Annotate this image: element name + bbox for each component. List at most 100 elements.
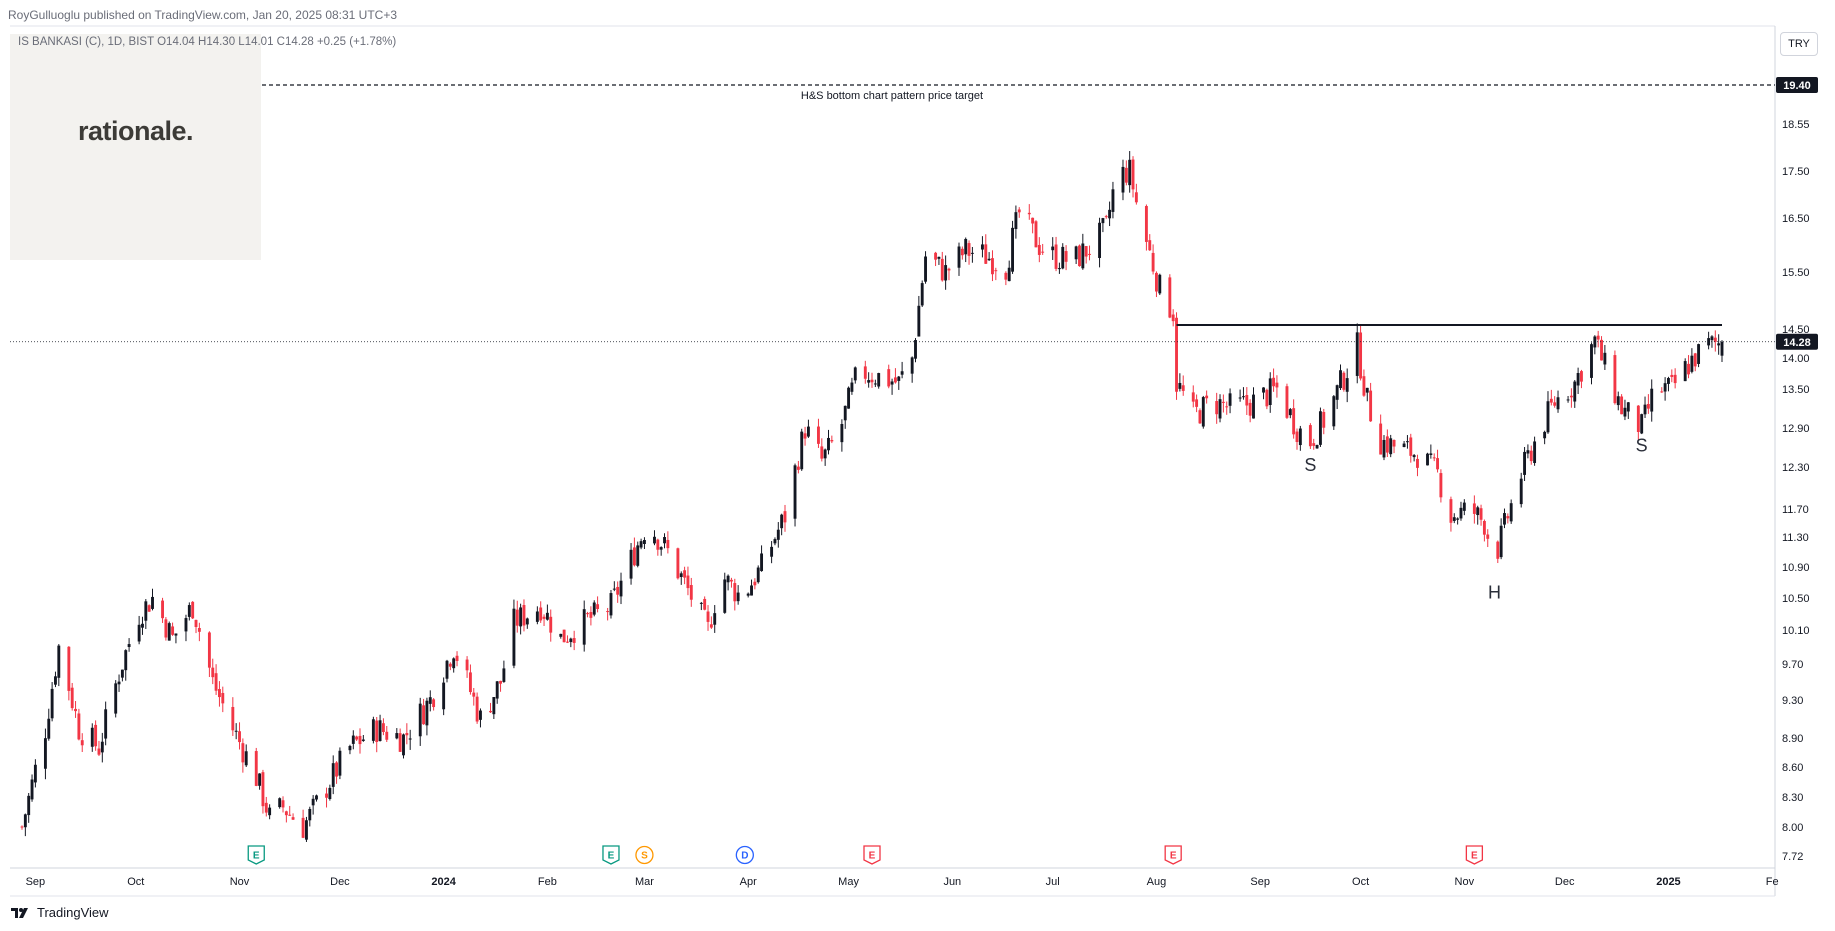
candle-body	[1245, 395, 1249, 406]
candle-body	[706, 611, 710, 622]
candle-body	[1004, 272, 1008, 280]
candle-body	[1064, 251, 1068, 262]
candle-body	[479, 710, 482, 720]
price-tick-label: 10.50	[1782, 593, 1810, 605]
candle-body	[1201, 397, 1205, 427]
time-tick-label: Jul	[1046, 876, 1060, 888]
candle-body	[495, 681, 499, 699]
candle-body	[1037, 244, 1041, 255]
candle-body	[870, 379, 874, 383]
candle-body	[1215, 401, 1219, 415]
candle-body	[301, 817, 305, 838]
candle-body	[830, 439, 834, 442]
candle-body	[867, 380, 871, 383]
candle-body	[1312, 443, 1316, 446]
candle-body	[50, 688, 54, 719]
candle-body	[187, 605, 191, 617]
candle-body	[1636, 405, 1640, 432]
candle-body	[167, 623, 171, 641]
price-axis[interactable]: 18.55 17.50 16.50 15.50 14.50 14.00 13.50 12.90…	[1782, 119, 1810, 863]
event-marker-e[interactable]: E	[863, 845, 881, 865]
candle-body	[746, 593, 750, 596]
candle-body	[1379, 423, 1383, 455]
candle-body	[291, 817, 295, 820]
candle-body	[1523, 451, 1527, 475]
candle-body	[1248, 402, 1252, 416]
target-annotation: H&S bottom chart pattern price target	[801, 90, 983, 102]
event-shape	[1465, 845, 1484, 865]
candle-body	[455, 655, 459, 661]
candle-body	[1409, 437, 1413, 456]
tradingview-brand: TradingView	[37, 905, 109, 920]
event-marker-e[interactable]: E	[602, 845, 620, 865]
candle-body	[338, 750, 342, 776]
candle-body	[1449, 499, 1453, 523]
candle-body	[70, 687, 74, 709]
candle-body	[371, 719, 375, 741]
tradingview-footer[interactable]: TradingView	[10, 905, 109, 920]
candle-body	[1687, 363, 1690, 375]
candle-body	[1620, 396, 1624, 415]
event-marker-e[interactable]: E	[1164, 845, 1182, 865]
candle-body	[1573, 381, 1577, 402]
candle-body	[351, 735, 355, 744]
candle-body	[967, 243, 971, 256]
event-marker-e[interactable]: E	[247, 845, 265, 865]
event-marker-e[interactable]: E	[1465, 845, 1484, 865]
candle-body	[1623, 407, 1627, 417]
candle-body	[1479, 508, 1483, 520]
candle-body	[957, 246, 961, 268]
time-axis[interactable]: Sep Oct Nov Dec 2024 Feb Mar Apr May Jun Jul Aug Sep…	[26, 876, 1779, 888]
candle-body	[793, 465, 797, 519]
candle-body	[1459, 507, 1463, 519]
candle-body	[1221, 401, 1225, 403]
candle-body	[780, 514, 784, 529]
currency-button[interactable]: TRY	[1780, 32, 1818, 56]
candle-body	[542, 616, 546, 619]
candle-body	[582, 609, 586, 645]
candle-body	[612, 588, 616, 590]
candle-body	[586, 613, 589, 615]
candle-body	[20, 826, 24, 828]
candle-body	[1436, 458, 1439, 470]
candle-body	[1322, 411, 1326, 428]
event-marker-s[interactable]: S	[635, 845, 654, 865]
candle-body	[914, 340, 917, 359]
candle-body	[683, 570, 687, 578]
candle-body	[1057, 268, 1061, 270]
candle-body	[1084, 246, 1088, 257]
candle-body	[1710, 336, 1714, 341]
candle-body	[308, 808, 312, 821]
candle-body	[736, 592, 740, 602]
candle-body	[194, 619, 198, 628]
candle-body	[381, 723, 385, 732]
candle-body	[1660, 391, 1664, 393]
candle-body	[288, 814, 292, 816]
candle-body	[820, 446, 824, 459]
candle-body	[191, 601, 195, 619]
candle-body	[1339, 370, 1342, 389]
event-letter: S	[641, 851, 648, 862]
candle-body	[887, 369, 891, 387]
candle-body	[897, 376, 901, 381]
candle-body	[1389, 438, 1393, 455]
candle-body	[261, 772, 265, 807]
candle-body	[398, 733, 402, 752]
candle-body	[686, 575, 690, 589]
price-tick-label: 18.55	[1782, 119, 1810, 131]
event-marker-d[interactable]: D	[735, 845, 754, 865]
time-tick-label: Oct	[1352, 876, 1369, 888]
candle-body	[244, 751, 248, 766]
candle-body	[873, 383, 877, 385]
candle-body	[827, 437, 830, 451]
candle-body	[1285, 386, 1289, 418]
candle-body	[619, 580, 623, 597]
candle-body	[1148, 240, 1152, 251]
candle-body	[1569, 395, 1573, 398]
candle-body	[666, 539, 670, 549]
candle-body	[475, 696, 479, 722]
candle-body	[442, 682, 446, 710]
candle-body	[703, 598, 707, 610]
